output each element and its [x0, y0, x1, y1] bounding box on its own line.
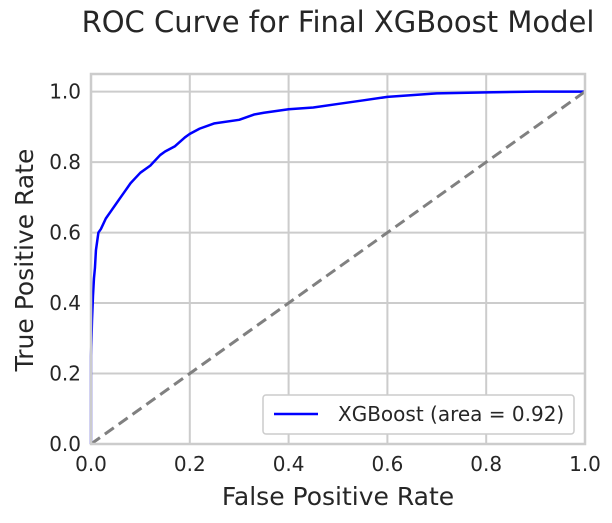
grid-lines: [90, 74, 586, 445]
y-tick-label: 0.6: [49, 221, 81, 245]
roc-curve-line: [89, 90, 585, 444]
y-tick-label: 0.0: [49, 432, 81, 456]
x-tick-labels: 0.0 0.2 0.4 0.6 0.8 1.0: [75, 452, 601, 476]
x-tick-label: 0.6: [371, 452, 403, 476]
x-tick-label: 0.0: [75, 452, 107, 476]
y-axis-label: True Positive Rate: [10, 149, 39, 373]
plot-frame: [89, 72, 587, 446]
chart-title: ROC Curve for Final XGBoost Model: [82, 5, 595, 39]
x-tick-label: 0.2: [174, 452, 206, 476]
x-tick-label: 0.8: [470, 452, 502, 476]
legend: XGBoost (area = 0.92): [262, 394, 575, 435]
y-tick-label: 1.0: [49, 80, 81, 104]
x-axis-label: False Positive Rate: [222, 482, 454, 511]
y-tick-labels: 0.0 0.2 0.4 0.6 0.8 1.0: [49, 80, 81, 456]
x-tick-label: 1.0: [569, 452, 601, 476]
y-tick-label: 0.2: [49, 362, 81, 386]
y-tick-label: 0.4: [49, 291, 81, 315]
legend-box: [262, 394, 575, 435]
series-lines: [89, 90, 586, 446]
plot-area: 0.0 0.2 0.4 0.6 0.8 1.0 0.0 0.2 0.4 0.6 0.8 1.0: [49, 72, 601, 476]
chance-diagonal-line: [90, 90, 586, 446]
y-tick-label: 0.8: [49, 150, 81, 174]
legend-label: XGBoost (area = 0.92): [338, 402, 564, 426]
x-tick-label: 0.4: [273, 452, 305, 476]
